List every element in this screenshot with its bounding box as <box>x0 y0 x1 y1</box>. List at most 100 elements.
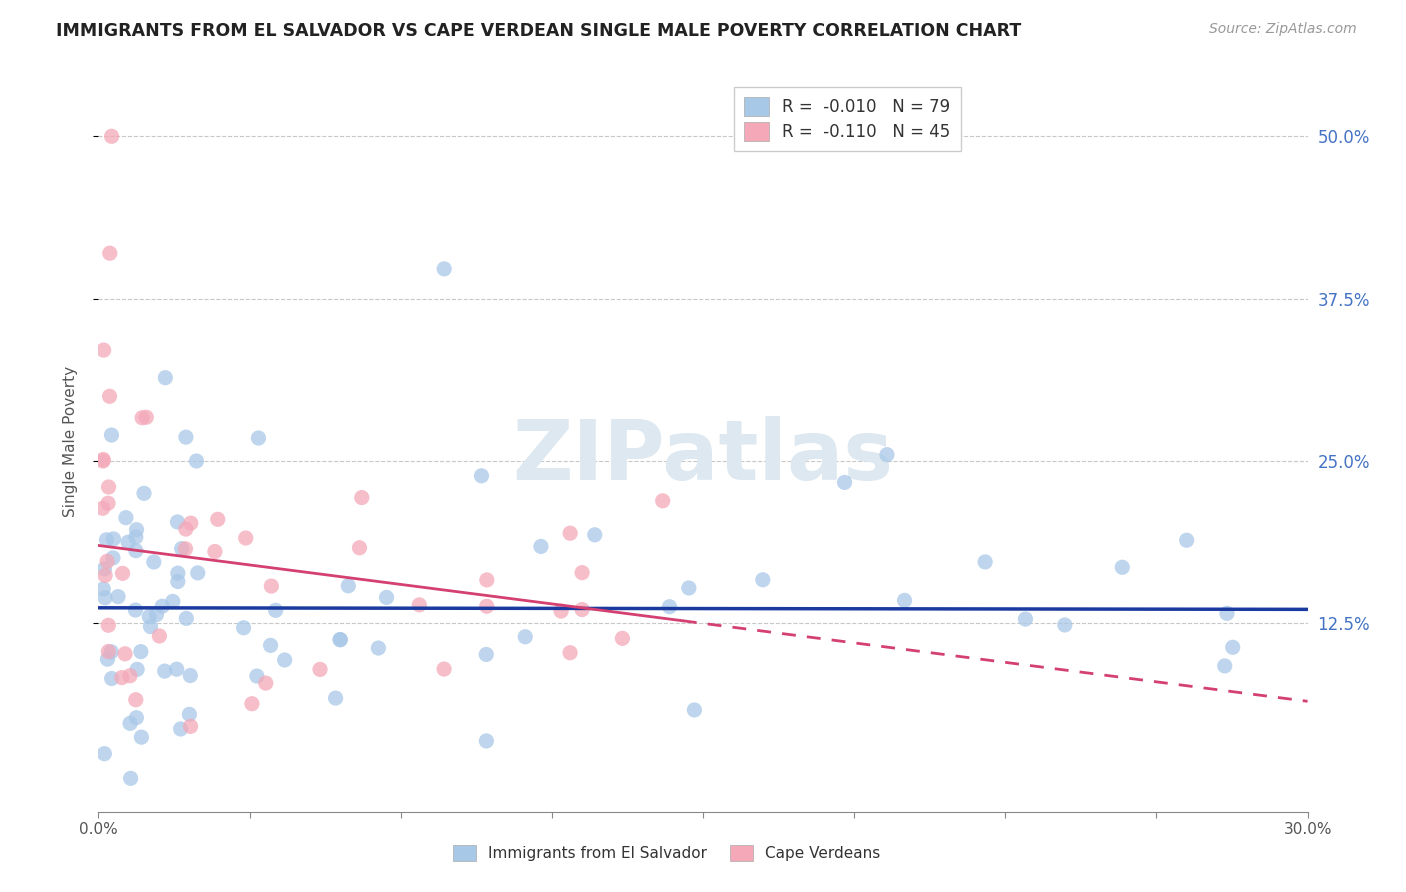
Point <box>571 602 593 616</box>
Point <box>96 533 118 547</box>
Point <box>893 593 915 607</box>
Text: Source: ZipAtlas.com: Source: ZipAtlas.com <box>1209 22 1357 37</box>
Point <box>475 648 498 662</box>
Point <box>166 574 188 589</box>
Point <box>678 581 700 595</box>
Point <box>752 573 775 587</box>
Point <box>515 630 537 644</box>
Point <box>309 662 332 676</box>
Point <box>96 652 118 666</box>
Point <box>560 526 582 541</box>
Point <box>571 566 593 580</box>
Point <box>375 591 398 605</box>
Legend: Immigrants from El Salvador, Cape Verdeans: Immigrants from El Salvador, Cape Verdea… <box>447 838 887 867</box>
Point <box>433 662 456 676</box>
Point <box>433 261 456 276</box>
Point <box>180 516 202 530</box>
Point <box>974 555 997 569</box>
Point <box>259 638 281 652</box>
Point <box>170 541 193 556</box>
Point <box>408 598 430 612</box>
Point <box>131 410 153 425</box>
Point <box>174 522 197 536</box>
Point <box>93 343 115 357</box>
Point <box>349 541 371 555</box>
Point <box>166 515 188 529</box>
Point <box>180 719 202 733</box>
Point <box>107 590 129 604</box>
Point <box>101 550 124 565</box>
Point <box>125 692 148 706</box>
Point <box>111 671 134 685</box>
Point <box>187 566 209 580</box>
Point <box>254 676 277 690</box>
Point <box>97 480 120 494</box>
Point <box>683 703 706 717</box>
Point <box>246 669 269 683</box>
Point <box>125 523 148 537</box>
Point <box>179 668 201 682</box>
Point <box>124 603 146 617</box>
Point <box>97 644 120 658</box>
Point <box>475 599 498 614</box>
Point <box>91 452 114 467</box>
Point <box>142 555 165 569</box>
Point <box>583 528 606 542</box>
Point <box>94 591 117 605</box>
Point <box>94 568 117 582</box>
Point <box>150 599 173 614</box>
Y-axis label: Single Male Poverty: Single Male Poverty <box>63 366 77 517</box>
Point <box>1222 640 1244 655</box>
Point <box>179 707 201 722</box>
Point <box>247 431 270 445</box>
Point <box>204 544 226 558</box>
Point <box>125 711 148 725</box>
Point <box>651 493 673 508</box>
Point <box>100 129 122 144</box>
Point <box>186 454 208 468</box>
Text: IMMIGRANTS FROM EL SALVADOR VS CAPE VERDEAN SINGLE MALE POVERTY CORRELATION CHAR: IMMIGRANTS FROM EL SALVADOR VS CAPE VERD… <box>56 22 1022 40</box>
Point <box>1014 612 1036 626</box>
Point <box>155 370 177 384</box>
Point <box>174 541 197 556</box>
Point <box>98 389 121 403</box>
Point <box>115 510 138 524</box>
Point <box>97 618 120 632</box>
Point <box>550 604 572 618</box>
Point <box>470 468 492 483</box>
Point <box>1175 533 1198 548</box>
Point <box>329 632 352 647</box>
Point <box>93 747 115 761</box>
Point <box>125 530 148 544</box>
Point <box>232 621 254 635</box>
Point <box>100 645 122 659</box>
Point <box>111 566 134 581</box>
Point <box>117 535 139 549</box>
Point <box>100 672 122 686</box>
Point <box>139 619 162 633</box>
Point <box>475 573 498 587</box>
Point <box>162 594 184 608</box>
Point <box>97 496 120 510</box>
Point <box>148 629 170 643</box>
Point <box>103 532 125 546</box>
Point <box>93 562 115 576</box>
Point <box>125 543 148 558</box>
Point <box>475 734 498 748</box>
Point <box>169 722 191 736</box>
Point <box>114 647 136 661</box>
Point <box>120 716 142 731</box>
Point <box>876 448 898 462</box>
Point <box>240 697 263 711</box>
Point <box>530 540 553 554</box>
Point <box>273 653 295 667</box>
Point <box>127 662 149 676</box>
Point <box>132 486 155 500</box>
Point <box>176 611 198 625</box>
Point <box>264 603 287 617</box>
Point <box>1213 659 1236 673</box>
Point <box>129 645 152 659</box>
Point <box>153 664 176 678</box>
Point <box>367 641 389 656</box>
Point <box>91 454 114 468</box>
